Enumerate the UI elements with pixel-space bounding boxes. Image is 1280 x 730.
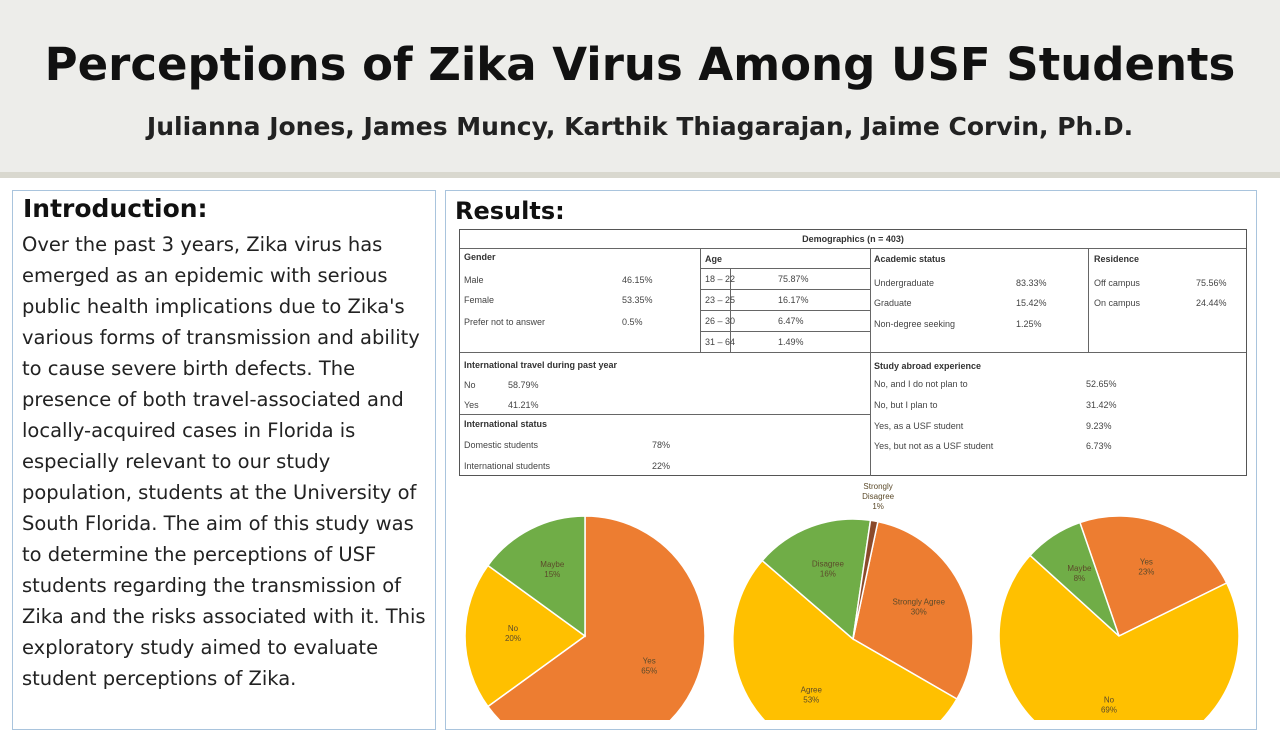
pie-slice — [852, 519, 879, 640]
intl-heading: International status — [464, 419, 548, 429]
table-rule — [460, 352, 1246, 353]
poster-title: Perceptions of Zika Virus Among USF Stud… — [44, 38, 1236, 91]
academic-label: Undergraduate — [874, 278, 935, 288]
introduction-panel: Introduction: Over the past 3 years, Zik… — [12, 190, 436, 730]
residence-label: Off campus — [1094, 278, 1140, 288]
age-row-rule — [700, 289, 870, 290]
age-row-rule — [700, 310, 870, 311]
abroad-value: 31.42% — [1086, 400, 1117, 410]
pie-slice-label: Maybe 8% — [1067, 564, 1092, 583]
introduction-text: Over the past 3 years, Zika virus has em… — [22, 233, 426, 690]
pie-charts: Yes 65% No 20% Maybe 15% Strongly Agree 30% Agre… — [464, 482, 1240, 720]
pie-slice-label: No 69% — [1101, 695, 1117, 714]
pie-slice-label: Yes 23% — [1138, 557, 1154, 576]
table-rule — [1088, 248, 1089, 352]
academic-label: Non-degree seeking — [874, 319, 956, 329]
header-divider — [0, 172, 1280, 178]
age-label: 26 – 30 — [705, 316, 736, 326]
residence-label: On campus — [1094, 298, 1141, 308]
academic-heading: Academic status — [874, 254, 946, 264]
age-value: 16.17% — [778, 295, 809, 305]
gender-value: 53.35% — [622, 295, 653, 305]
table-rule — [870, 248, 871, 476]
pie-slice — [1078, 515, 1228, 638]
pie-slice-label: Yes 65% — [641, 657, 657, 676]
age-value: 6.47% — [778, 316, 804, 326]
abroad-label: Yes, but not as a USF student — [874, 441, 994, 451]
pie-slice-label: Maybe 15% — [540, 560, 565, 579]
academic-value: 83.33% — [1016, 278, 1047, 288]
pie-slice — [486, 515, 586, 638]
pie-slice — [464, 564, 587, 708]
abroad-value: 52.65% — [1086, 379, 1117, 389]
pie-slice — [852, 520, 974, 701]
travel-label: No — [464, 380, 476, 390]
age-row-rule — [700, 268, 870, 269]
residence-heading: Residence — [1094, 254, 1140, 264]
travel-value: 41.21% — [508, 400, 539, 410]
poster-authors: Julianna Jones, James Muncy, Karthik Thi… — [146, 112, 1134, 141]
age-value: 75.87% — [778, 274, 809, 284]
pie-slice-label: Strongly Disagree 1% — [862, 482, 895, 511]
academic-value: 1.25% — [1016, 319, 1042, 329]
gender-label: Prefer not to answer — [464, 317, 546, 327]
table-rule — [460, 248, 1246, 249]
pie-slice — [998, 554, 1240, 720]
gender-label: Female — [464, 295, 495, 305]
pie-slice — [732, 559, 958, 720]
gender-value: 46.15% — [622, 275, 653, 285]
abroad-label: No, but I plan to — [874, 400, 938, 410]
age-value: 1.49% — [778, 337, 804, 347]
age-label: 18 – 22 — [705, 274, 736, 284]
pie-slice — [761, 518, 872, 641]
abroad-value: 6.73% — [1086, 441, 1112, 451]
intl-value: 22% — [652, 461, 671, 471]
travel-label: Yes — [464, 400, 479, 410]
pie-slice — [486, 515, 706, 720]
residence-value: 24.44% — [1196, 298, 1227, 308]
residence-value: 75.56% — [1196, 278, 1227, 288]
table-title: Demographics (n = 403) — [802, 234, 904, 244]
results-heading: Results: — [455, 197, 565, 225]
introduction-heading: Introduction: — [23, 194, 208, 223]
abroad-heading: Study abroad experience — [874, 361, 982, 371]
age-row-rule — [700, 331, 870, 332]
demographics-table: Demographics (n = 403) Gender Male 46.15… — [459, 229, 1247, 476]
intl-label: Domestic students — [464, 440, 539, 450]
age-heading: Age — [705, 254, 723, 264]
travel-heading: International travel during past year — [464, 360, 618, 370]
table-rule — [460, 414, 870, 415]
travel-value: 58.79% — [508, 380, 539, 390]
gender-value: 0.5% — [622, 317, 643, 327]
age-label: 31 – 64 — [705, 337, 736, 347]
pie-slice-label: Disagree 16% — [812, 560, 845, 579]
poster-header: Perceptions of Zika Virus Among USF Stud… — [0, 0, 1280, 172]
pie-slice-label: Strongly Agree 30% — [893, 598, 946, 617]
pie-slice-label: Agree 53% — [801, 686, 823, 705]
abroad-value: 9.23% — [1086, 421, 1112, 431]
age-label: 23 – 25 — [705, 295, 736, 305]
gender-heading: Gender — [464, 252, 496, 262]
pie-slice — [1029, 521, 1120, 637]
abroad-label: No, and I do not plan to — [874, 379, 968, 389]
abroad-label: Yes, as a USF student — [874, 421, 964, 431]
pie-slice-label: No 20% — [505, 624, 521, 643]
table-rule — [700, 248, 701, 352]
gender-label: Male — [464, 275, 484, 285]
academic-value: 15.42% — [1016, 298, 1047, 308]
academic-label: Graduate — [874, 298, 912, 308]
intl-label: International students — [464, 461, 551, 471]
intl-value: 78% — [652, 440, 671, 450]
